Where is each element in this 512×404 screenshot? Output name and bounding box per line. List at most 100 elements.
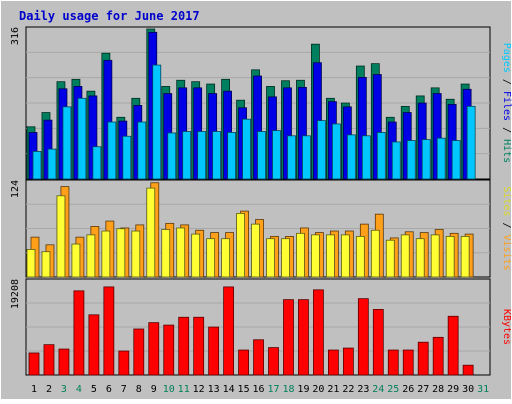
x-tick-label-day-8: 8 — [136, 384, 142, 395]
legend-entry-sites: Sites — [501, 186, 512, 216]
bar-kbytes-day-5 — [88, 314, 100, 376]
bar-kbytes-day-23 — [357, 298, 369, 376]
x-tick-label-day-10: 10 — [163, 384, 175, 395]
bar-pages-day-6 — [107, 121, 117, 180]
bar-kbytes-day-21 — [327, 349, 339, 376]
x-tick-label-day-23: 23 — [357, 384, 369, 395]
bar-kbytes-day-18 — [283, 299, 294, 376]
x-tick-label-day-5: 5 — [91, 384, 97, 395]
x-tick-label-day-19: 19 — [297, 384, 309, 395]
bar-pages-day-22 — [346, 134, 356, 180]
x-tick-label-day-11: 11 — [178, 384, 190, 395]
bar-sites-day-29 — [445, 235, 455, 278]
x-tick-label-day-28: 28 — [432, 384, 444, 395]
bar-pages-day-8 — [137, 121, 147, 180]
x-tick-label-day-4: 4 — [76, 384, 82, 395]
bar-sites-day-7 — [116, 228, 126, 278]
bar-kbytes-day-29 — [447, 315, 459, 376]
legend-entry-pages: Pages — [501, 43, 512, 73]
bar-kbytes-day-22 — [342, 347, 354, 376]
x-tick-label-day-7: 7 — [121, 384, 127, 395]
x-tick-label-day-26: 26 — [402, 384, 414, 395]
panel-hits-files-pages-max-label: 316 — [10, 27, 21, 45]
bar-pages-day-26 — [406, 140, 416, 180]
x-tick-label-day-18: 18 — [282, 384, 294, 395]
bar-sites-day-16 — [251, 223, 260, 278]
bar-pages-day-21 — [331, 123, 341, 180]
bar-sites-day-4 — [71, 243, 81, 278]
bar-pages-day-3 — [62, 106, 72, 180]
bar-sites-day-8 — [131, 230, 141, 278]
bar-pages-day-27 — [421, 139, 431, 180]
bar-pages-day-5 — [92, 146, 102, 180]
bar-pages-day-11 — [182, 131, 192, 180]
x-tick-label-day-30: 30 — [462, 384, 474, 395]
bar-sites-day-22 — [340, 234, 350, 278]
bar-pages-day-14 — [227, 132, 237, 180]
bar-kbytes-day-17 — [268, 347, 279, 376]
bar-kbytes-day-6 — [103, 286, 115, 376]
x-tick-label-day-25: 25 — [387, 384, 399, 395]
bar-sites-day-14 — [221, 238, 231, 278]
bar-kbytes-day-1 — [28, 352, 40, 376]
bar-sites-day-25 — [385, 239, 395, 278]
x-tick-label-day-12: 12 — [193, 384, 205, 395]
bar-kbytes-day-19 — [298, 299, 309, 376]
legend-entry-kbytes: KBytes — [501, 309, 512, 345]
bar-pages-day-18 — [287, 135, 296, 180]
x-tick-label-day-24: 24 — [372, 384, 384, 395]
bar-pages-day-25 — [391, 141, 401, 180]
panel-kbytes-legend: KBytes — [501, 309, 512, 345]
bar-kbytes-day-2 — [43, 344, 55, 376]
legend-separator: / — [501, 216, 512, 234]
bar-pages-day-9 — [152, 64, 162, 180]
bar-pages-day-16 — [257, 131, 266, 180]
bar-pages-day-7 — [122, 135, 132, 180]
x-tick-label-day-16: 16 — [253, 384, 265, 395]
panel-kbytes-max-label: 19208 — [10, 279, 21, 309]
bar-sites-day-26 — [400, 234, 410, 278]
panel-hits-files-pages-legend: Pages / Files / Hits — [501, 43, 512, 163]
bar-pages-day-28 — [436, 137, 446, 180]
bar-kbytes-day-9 — [148, 322, 160, 376]
bar-kbytes-day-8 — [133, 328, 145, 376]
x-tick-label-day-20: 20 — [312, 384, 324, 395]
bar-kbytes-day-16 — [253, 339, 264, 376]
bar-sites-day-28 — [430, 234, 440, 278]
bar-pages-day-12 — [197, 131, 207, 180]
bar-pages-day-10 — [167, 132, 177, 180]
x-tick-label-day-1: 1 — [31, 384, 37, 395]
bar-sites-day-13 — [206, 238, 216, 278]
bar-pages-day-19 — [302, 135, 311, 180]
bar-pages-day-24 — [376, 132, 386, 180]
bar-sites-day-3 — [56, 195, 66, 278]
chart-title: Daily usage for June 2017 — [19, 9, 200, 23]
bar-sites-day-27 — [415, 238, 425, 278]
bar-sites-day-19 — [296, 232, 305, 278]
x-tick-label-day-13: 13 — [208, 384, 220, 395]
bar-pages-day-4 — [77, 97, 87, 180]
bar-kbytes-day-25 — [387, 349, 399, 376]
bar-sites-day-20 — [311, 234, 320, 278]
bar-sites-day-17 — [266, 238, 275, 278]
bar-kbytes-day-26 — [402, 349, 414, 376]
bar-pages-day-17 — [272, 130, 281, 180]
bar-kbytes-day-14 — [223, 286, 235, 376]
x-tick-label-day-9: 9 — [151, 384, 157, 395]
legend-entry-hits: Hits — [501, 139, 512, 163]
x-tick-label-day-27: 27 — [417, 384, 429, 395]
bar-kbytes-day-30 — [462, 364, 474, 376]
x-tick-label-day-31: 31 — [477, 384, 489, 395]
bar-sites-day-15 — [236, 213, 245, 278]
bar-kbytes-day-15 — [238, 349, 249, 376]
panel-visits-sites-max-label: 124 — [10, 180, 21, 198]
bar-sites-day-5 — [86, 234, 96, 278]
x-tick-label-day-2: 2 — [46, 384, 52, 395]
bar-kbytes-day-20 — [313, 289, 324, 376]
bar-kbytes-day-24 — [372, 309, 384, 376]
x-tick-label-day-3: 3 — [61, 384, 67, 395]
bar-sites-day-2 — [41, 251, 51, 278]
bar-pages-day-13 — [212, 131, 222, 180]
legend-separator: / — [501, 121, 512, 139]
